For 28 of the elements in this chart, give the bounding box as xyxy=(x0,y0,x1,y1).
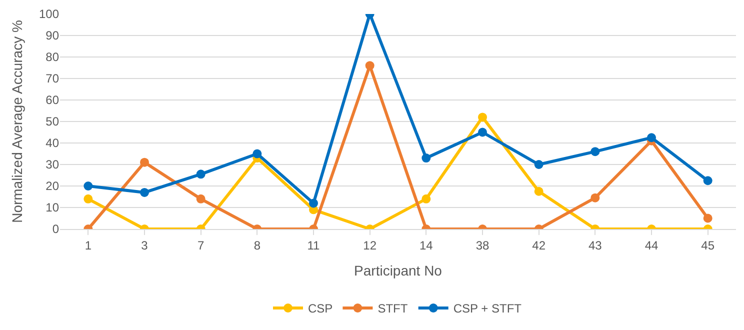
x-tick-label: 1 xyxy=(84,238,92,252)
legend-label: CSP + STFT xyxy=(453,302,522,316)
x-tick-label: 14 xyxy=(419,238,434,252)
y-tick-label: 80 xyxy=(46,50,60,64)
y-tick-label: 40 xyxy=(46,136,60,150)
x-tick-label: 43 xyxy=(588,238,602,252)
x-tick-label: 3 xyxy=(141,238,148,252)
y-axis-title: Normalized Average Accuracy % xyxy=(9,20,25,223)
x-tick-label: 45 xyxy=(701,238,715,252)
y-tick-label: 30 xyxy=(46,158,60,172)
y-tick-label: 20 xyxy=(46,179,60,194)
y-tick-label: 90 xyxy=(46,28,60,43)
x-tick-label: 7 xyxy=(197,238,204,252)
x-axis-title: Participant No xyxy=(354,262,442,279)
legend-label: CSP xyxy=(308,302,333,316)
y-tick-label: 0 xyxy=(52,222,60,236)
x-tick-label: 8 xyxy=(254,238,261,252)
x-tick-label: 12 xyxy=(363,238,377,252)
y-tick-label: 60 xyxy=(46,93,60,108)
y-tick-label: 100 xyxy=(38,7,60,22)
x-tick-label: 11 xyxy=(307,238,320,252)
x-tick-label: 38 xyxy=(476,238,490,252)
y-tick-label: 50 xyxy=(46,114,60,129)
y-tick-label: 10 xyxy=(46,200,60,215)
y-tick-label: 70 xyxy=(46,72,60,86)
x-tick-label: 42 xyxy=(532,238,546,252)
x-tick-label: 44 xyxy=(644,238,658,252)
legend-label: STFT xyxy=(378,302,408,316)
